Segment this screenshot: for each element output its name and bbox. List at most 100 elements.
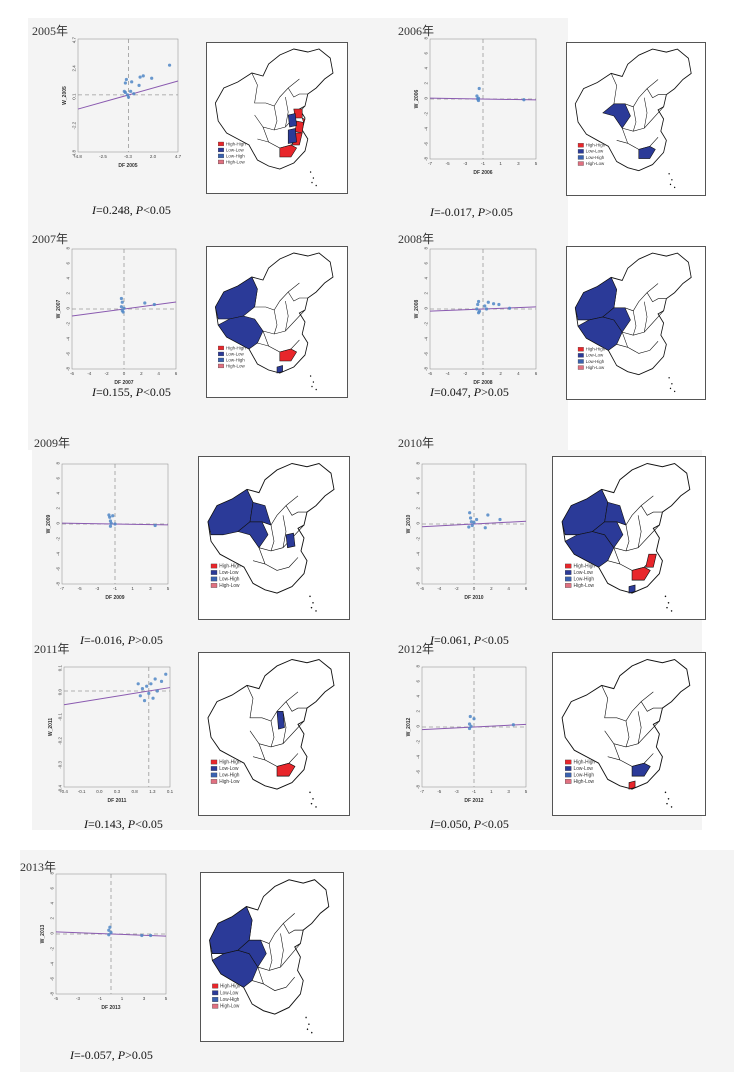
legend-label: Low-Low <box>226 147 244 152</box>
island-dot <box>315 184 317 187</box>
legend-swatch <box>210 772 218 778</box>
x-tick-label: -7 <box>420 789 424 794</box>
data-point <box>120 300 124 304</box>
legend-swatch <box>218 141 224 147</box>
island-dot <box>669 387 672 390</box>
legend-label: High-High <box>586 142 606 147</box>
y-tick-label: 0 <box>424 97 429 100</box>
moran-statistic: I=0.050, P<0.05 <box>430 817 509 832</box>
legend-label: High-Low <box>586 365 605 370</box>
i-symbol: I <box>84 817 88 831</box>
cluster-region <box>209 906 253 954</box>
island-dot <box>667 601 670 604</box>
data-point <box>150 76 154 80</box>
data-point <box>153 523 157 528</box>
legend-swatch <box>218 159 224 165</box>
moran-statistic: I=0.248, P<0.05 <box>92 203 171 218</box>
data-point <box>164 672 168 676</box>
p-symbol: P <box>135 385 144 399</box>
y-tick-label: -0.4 <box>58 785 63 793</box>
data-point <box>122 306 126 310</box>
y-tick-label: 2 <box>56 507 61 510</box>
x-tick-label: 0.8 <box>132 789 139 794</box>
legend-swatch <box>565 583 572 588</box>
y-tick-label: -8 <box>424 367 429 371</box>
legend-label: Low-High <box>586 359 605 364</box>
legend-swatch <box>212 997 219 1002</box>
y-tick-label: -6 <box>416 567 421 571</box>
year-label: 2005年 <box>32 24 69 38</box>
province-border <box>646 292 667 303</box>
x-tick-label: -3 <box>76 996 80 1001</box>
data-point <box>108 519 113 523</box>
data-point <box>155 689 159 693</box>
p-value: <0.05 <box>481 633 509 647</box>
i-value: =-0.057, <box>74 1048 118 1062</box>
legend-label: High-High <box>219 563 241 569</box>
island-dot <box>310 802 313 805</box>
province-border <box>273 309 278 335</box>
regression-line <box>429 306 537 312</box>
year-label: 2008年 <box>398 232 435 246</box>
lisa-cluster-map: High-High Low-Low Low-High High-Low <box>206 42 348 194</box>
y-tick-label: 4 <box>66 277 71 280</box>
x-axis-label: DF 2011 <box>108 798 127 804</box>
lisa-cluster-map: High-High Low-Low Low-High High-Low <box>206 246 348 398</box>
moran-scatterplot: -7 -5 -3 -1 1 3 5 8 6 4 2 0 -2 -4 -6 -8 DF 2012 W_2012 <box>406 665 528 804</box>
x-tick-label: -6 <box>420 586 424 591</box>
y-tick-label: -4 <box>416 755 421 759</box>
legend-label: Low-High <box>226 357 245 362</box>
i-symbol: I <box>430 817 434 831</box>
y-tick-label: -4 <box>50 962 55 966</box>
data-point <box>108 515 112 519</box>
legend-swatch <box>577 365 584 370</box>
data-point <box>476 299 481 304</box>
x-tick-label: 5 <box>535 161 538 166</box>
p-value: <0.05 <box>481 817 509 831</box>
legend-label: Low-Low <box>574 766 594 772</box>
y-tick-label: 0.1 <box>72 93 77 100</box>
legend-label: Low-High <box>219 772 239 778</box>
legend-swatch <box>210 759 218 765</box>
cluster-region <box>631 762 651 777</box>
x-tick-label: 0 <box>482 371 485 376</box>
legend-label: Low-Low <box>219 570 239 576</box>
y-tick-label: 6 <box>66 262 71 265</box>
x-tick-label: 3 <box>143 996 146 1001</box>
province-border <box>640 505 663 516</box>
y-tick-label: -4 <box>56 552 61 556</box>
cluster-region <box>279 348 298 362</box>
x-tick-label: 6 <box>175 371 178 376</box>
cluster-region <box>217 315 264 350</box>
island-dot <box>670 610 673 612</box>
regression-line <box>421 723 527 731</box>
island-dot <box>673 186 676 189</box>
moran-scatterplot: -4.8 -2.5 -0.3 2.0 4.7 4.7 2.4 0.1 -2.2 -4.8 DF 20… <box>62 37 182 169</box>
x-axis-label: DF 2009 <box>105 595 124 601</box>
x-tick-label: -0.1 <box>78 789 86 794</box>
x-tick-label: 4 <box>507 586 510 591</box>
island-dot <box>309 595 311 598</box>
province-border <box>282 711 287 744</box>
moran-statistic: I=-0.016, P>0.05 <box>80 633 163 648</box>
x-tick-label: -3 <box>455 789 459 794</box>
cluster-region <box>628 780 636 790</box>
province-border <box>604 720 660 748</box>
island-dot <box>669 183 672 186</box>
moran-scatterplot: -5 -3 -1 1 3 5 8 6 4 2 0 -2 -4 -6 -8 DF 2013 W_2013 <box>40 872 168 1011</box>
data-point <box>475 307 479 311</box>
legend-label: High-Low <box>226 363 245 368</box>
x-tick-label: -1 <box>113 586 117 591</box>
i-value: =0.155, <box>96 385 136 399</box>
island-dot <box>670 806 673 808</box>
data-point <box>468 714 472 719</box>
i-symbol: I <box>92 385 96 399</box>
legend-swatch <box>577 149 584 154</box>
legend-label: Low-Low <box>219 766 239 772</box>
data-point <box>147 691 151 695</box>
province-border <box>607 560 620 565</box>
island-dot <box>309 791 311 794</box>
i-value: =0.050, <box>434 817 474 831</box>
